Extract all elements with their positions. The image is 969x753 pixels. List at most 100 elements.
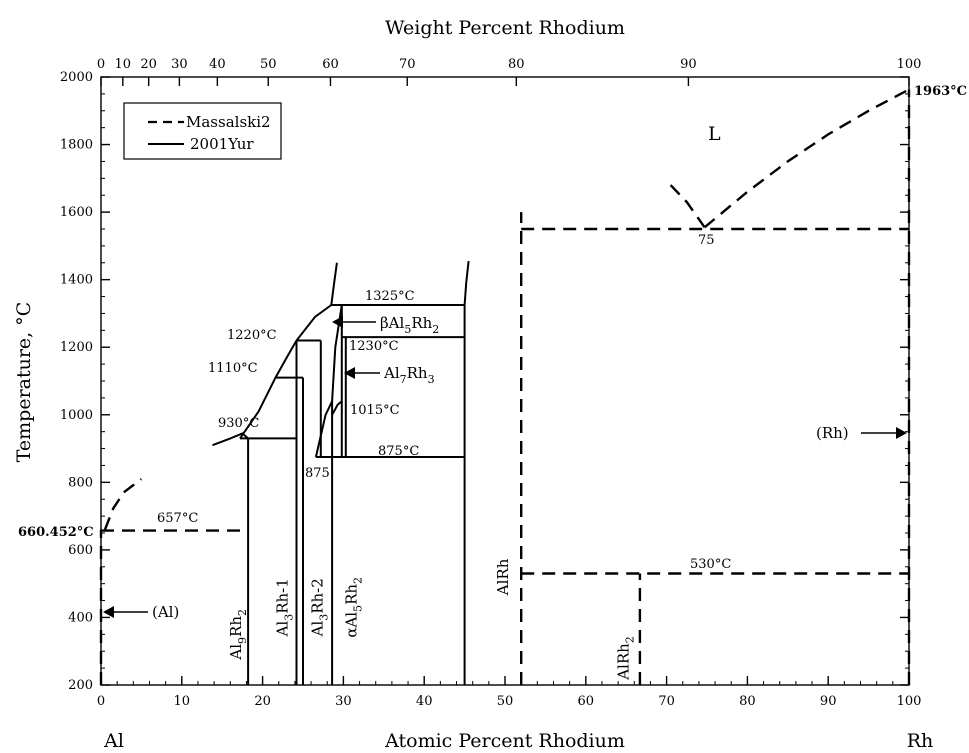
top-tick-label-40: 40 bbox=[209, 57, 226, 72]
y-tick-label-400: 400 bbox=[68, 610, 93, 625]
yur2001-lines bbox=[212, 260, 470, 685]
massalski2-liquidus_al bbox=[103, 478, 143, 531]
label-875: 875°C bbox=[378, 444, 419, 459]
al7rh3-label: Al7Rh3 bbox=[383, 364, 435, 386]
phase-label-part: αAl bbox=[342, 612, 360, 638]
massalski2-lines bbox=[99, 88, 911, 685]
top-tick-label-80: 80 bbox=[508, 57, 525, 72]
yur2001-liquidus_b bbox=[239, 304, 332, 439]
rh-solid-label: (Rh) bbox=[816, 424, 849, 442]
massalski2-liquidus_left bbox=[669, 184, 706, 228]
al-arrow-head bbox=[103, 606, 114, 618]
al7rh3-sub2: 3 bbox=[428, 373, 435, 386]
label-1230: 1230°C bbox=[349, 339, 399, 354]
beta-mid: Rh bbox=[411, 314, 432, 332]
label-1325: 1325°C bbox=[365, 289, 415, 304]
phase-label-Al3Rh-2: Al3Rh-2 bbox=[308, 578, 330, 637]
phase-label-AlRh2: AlRh2 bbox=[615, 636, 637, 681]
x-tick-label-0: 0 bbox=[97, 694, 105, 709]
rh-arrow-head bbox=[896, 427, 907, 439]
phase-label-part: 9 bbox=[236, 637, 249, 644]
label-530: 530°C bbox=[690, 557, 731, 572]
legend: Massalski2 2001Yur bbox=[123, 102, 282, 160]
label-1220: 1220°C bbox=[227, 328, 277, 343]
yur2001-liquidus_right bbox=[463, 260, 470, 306]
phase-label-part: Al bbox=[227, 644, 245, 661]
phase-label-part: Al bbox=[274, 621, 292, 638]
y-axis-ticks: 200 400 600 800 1000 1200 1400 1600 1800 2000 bbox=[60, 70, 909, 693]
al7rh3-pre: Al bbox=[383, 364, 400, 382]
phase-label-part: Rh-1 bbox=[274, 578, 292, 614]
phase-label-part: AlRh bbox=[494, 558, 512, 596]
al-solid-label: (Al) bbox=[152, 603, 179, 621]
phase-label-part: 2 bbox=[236, 609, 249, 616]
liquid-label: L bbox=[708, 123, 721, 145]
al7rh3-sub1: 7 bbox=[400, 373, 407, 386]
y-axis-title: Temperature, °C bbox=[13, 302, 35, 463]
phase-label-Al3Rh-1: Al3Rh-1 bbox=[274, 578, 296, 637]
x-tick-label-100: 100 bbox=[897, 694, 922, 709]
y-tick-label-1400: 1400 bbox=[60, 273, 93, 288]
top-tick-label-0: 0 bbox=[97, 57, 105, 72]
label-1110: 1110°C bbox=[208, 361, 258, 376]
label-1015: 1015°C bbox=[350, 403, 400, 418]
y-tick-label-200: 200 bbox=[68, 678, 93, 693]
yur2001-loop bbox=[314, 304, 343, 458]
phase-label-part: Rh bbox=[342, 584, 360, 605]
top-tick-label-20: 20 bbox=[140, 57, 157, 72]
al-melting-label: 660.452°C bbox=[18, 525, 94, 540]
y-tick-label-600: 600 bbox=[68, 543, 93, 558]
rh-melting-label: 1963°C bbox=[914, 84, 967, 99]
x-axis-title: Atomic Percent Rhodium bbox=[384, 730, 625, 752]
phase-label-part: 5 bbox=[351, 605, 364, 612]
x-axis-ticks: 0 10 20 30 40 50 60 70 80 90 100 bbox=[97, 676, 922, 709]
yur2001-liquidus_steep bbox=[330, 262, 338, 306]
y-tick-label-1200: 1200 bbox=[60, 340, 93, 355]
phase-label-part: Rh bbox=[227, 616, 245, 637]
massalski2-liquidus_right bbox=[703, 88, 910, 229]
x-tick-label-50: 50 bbox=[497, 694, 514, 709]
top-tick-label-30: 30 bbox=[171, 57, 188, 72]
legend-2001yur: 2001Yur bbox=[190, 135, 254, 153]
al-endpoint-label: Al bbox=[103, 730, 124, 752]
beta-sub1: 5 bbox=[404, 323, 411, 336]
label-75: 75 bbox=[698, 233, 715, 248]
phase-label-part: Rh-2 bbox=[308, 578, 326, 614]
top-tick-label-100: 100 bbox=[897, 57, 922, 72]
legend-box bbox=[123, 102, 282, 160]
top-tick-label-70: 70 bbox=[399, 57, 416, 72]
phase-label-αAl5Rh2: αAl5Rh2 bbox=[342, 577, 364, 638]
rh-endpoint-label: Rh bbox=[907, 730, 934, 752]
x-tick-label-80: 80 bbox=[739, 694, 756, 709]
phase-label-part: 2 bbox=[351, 577, 364, 584]
y-tick-label-1800: 1800 bbox=[60, 138, 93, 153]
x-tick-label-10: 10 bbox=[174, 694, 191, 709]
phase-label-Al9Rh2: Al9Rh2 bbox=[227, 609, 249, 661]
x-tick-label-40: 40 bbox=[416, 694, 433, 709]
top-tick-label-50: 50 bbox=[260, 57, 277, 72]
top-tick-label-90: 90 bbox=[680, 57, 697, 72]
phase-label-AlRh: AlRh bbox=[494, 558, 512, 596]
top-tick-label-10: 10 bbox=[115, 57, 132, 72]
y-tick-label-2000: 2000 bbox=[60, 70, 93, 85]
x-tick-label-30: 30 bbox=[335, 694, 352, 709]
minor-ticks bbox=[101, 93, 909, 685]
yur2001-liquidus_a bbox=[212, 432, 249, 447]
phase-label-part: 2 bbox=[624, 636, 637, 643]
label-657: 657°C bbox=[157, 511, 198, 526]
y-tick-label-1000: 1000 bbox=[60, 408, 93, 423]
y-tick-label-1600: 1600 bbox=[60, 205, 93, 220]
label-875-small: 875 bbox=[305, 466, 330, 481]
x-tick-label-90: 90 bbox=[820, 694, 837, 709]
phase-label-part: 3 bbox=[283, 614, 296, 621]
beta-phase-label: βAl5Rh2 bbox=[380, 314, 439, 336]
beta-pre: βAl bbox=[380, 314, 405, 332]
phase-label-part: AlRh bbox=[615, 643, 633, 681]
yur2001-curve1015 bbox=[331, 400, 343, 416]
legend-massalski2: Massalski2 bbox=[186, 113, 271, 131]
top-axis-ticks: 0 10 20 30 40 50 60 70 80 90 100 bbox=[97, 57, 922, 86]
top-axis-title: Weight Percent Rhodium bbox=[385, 17, 625, 39]
y-tick-label-800: 800 bbox=[68, 475, 93, 490]
